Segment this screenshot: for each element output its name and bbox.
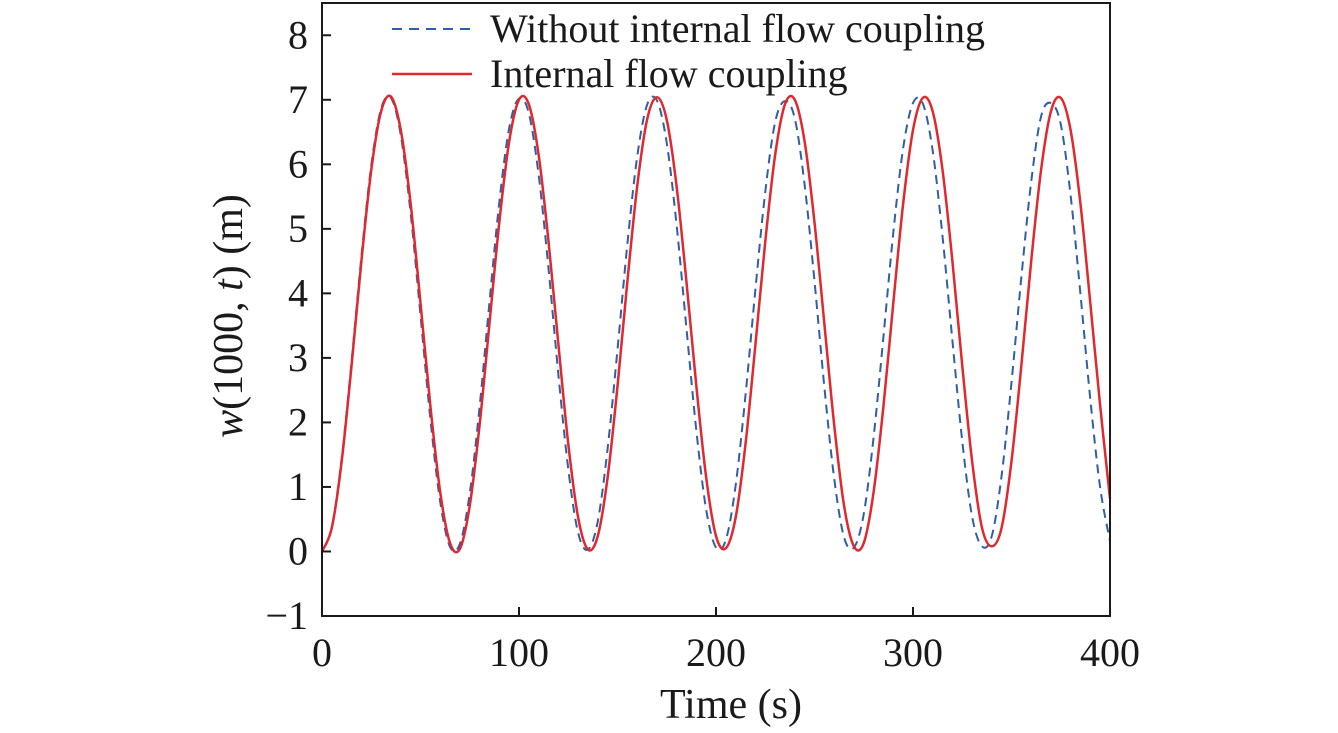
y-tick-label: 0 [288,528,308,573]
legend: Without internal flow coupling Internal … [392,6,985,96]
x-axis-label: Time (s) [660,682,802,728]
y-tick-label: 3 [288,335,308,380]
x-tick-label: 100 [489,630,549,675]
y-tick-label: 2 [288,399,308,444]
x-tick-label: 400 [1080,630,1140,675]
series-line-without-coupling [321,95,1111,553]
legend-label-without-coupling: Without internal flow coupling [490,6,985,51]
x-tick-label: 300 [883,630,943,675]
y-tick-label: 1 [288,464,308,509]
y-tick-label: 7 [288,77,308,122]
series-lines [320,94,1112,554]
x-tick-label: 0 [312,630,332,675]
y-tick-label: 6 [288,141,308,186]
y-tick-label: −1 [265,593,308,638]
series-line-internal-coupling [320,94,1112,554]
legend-label-internal-coupling: Internal flow coupling [490,51,848,96]
y-tick-label: 5 [288,206,308,251]
y-tick-label: 4 [288,270,308,315]
y-axis-label: w(1000, t) (m) [206,194,252,438]
x-tick-label: 200 [686,630,746,675]
y-tick-label: 8 [288,12,308,57]
